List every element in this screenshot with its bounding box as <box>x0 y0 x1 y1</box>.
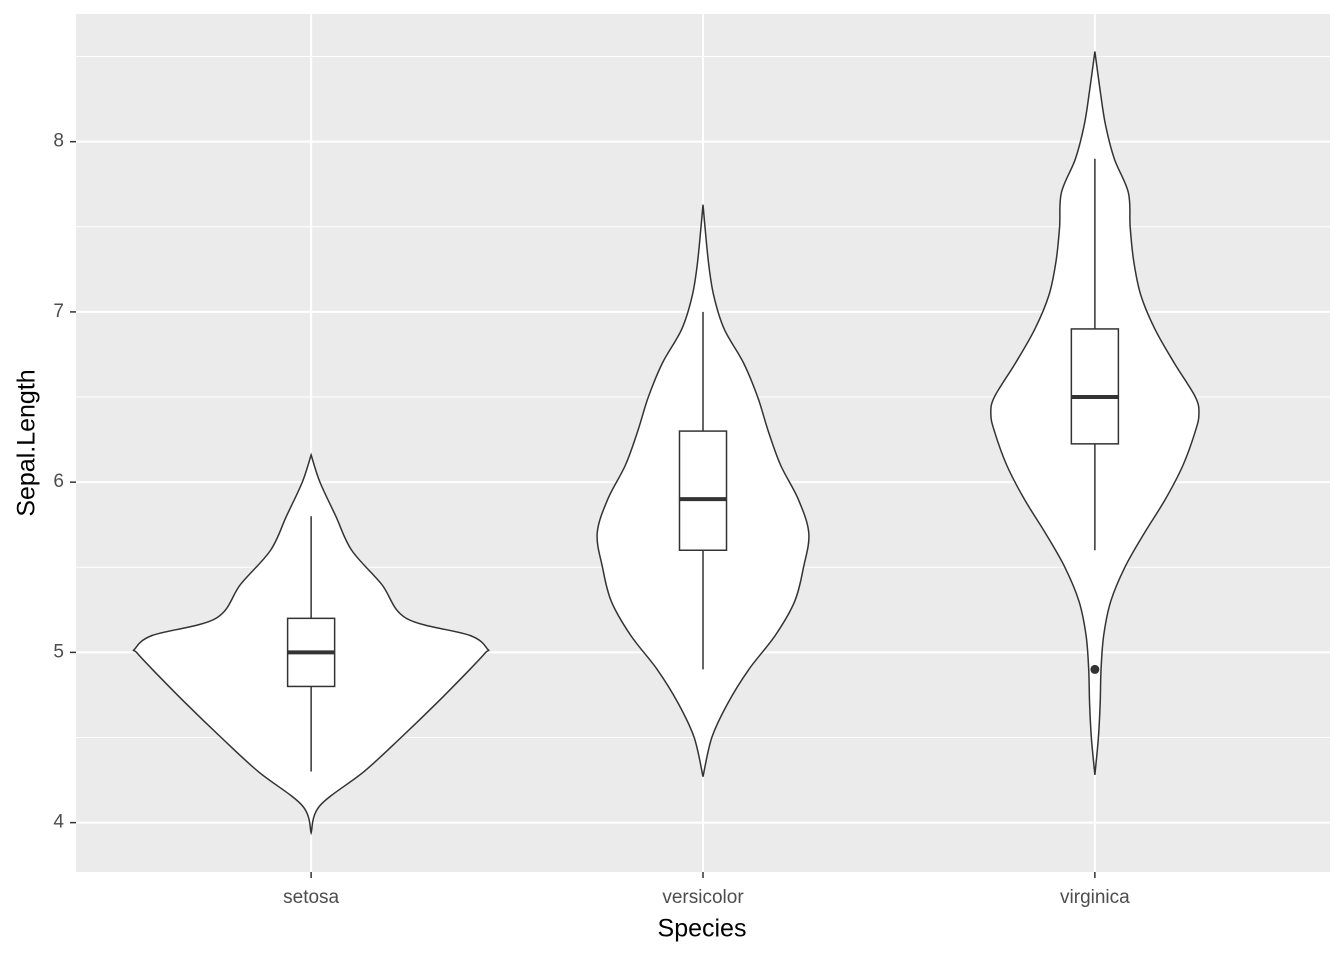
x-tick-label: setosa <box>283 887 339 908</box>
y-tick-label: 6 <box>53 471 64 492</box>
y-tick-label: 8 <box>53 131 64 152</box>
outlier <box>1090 664 1100 674</box>
box <box>678 430 728 552</box>
box <box>1070 328 1120 445</box>
y-tick-label: 5 <box>53 641 64 662</box>
y-tick-label: 7 <box>53 301 64 322</box>
y-tick-label: 4 <box>53 812 64 833</box>
y-axis-title: Sepal.Length <box>13 369 41 516</box>
x-tick-label: versicolor <box>662 887 744 908</box>
x-tick-label: virginica <box>1060 887 1130 908</box>
x-axis-title: Species <box>658 915 747 943</box>
